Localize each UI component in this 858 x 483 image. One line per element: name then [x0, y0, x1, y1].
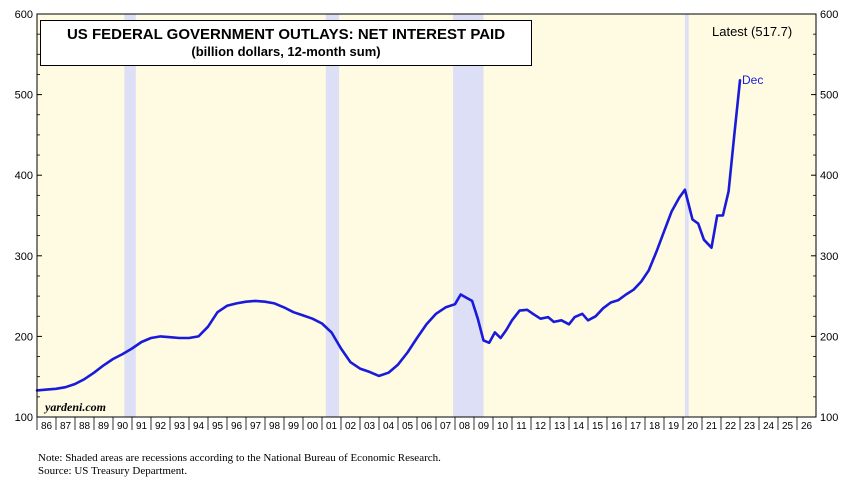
x-tick-label-24: 24 — [763, 421, 775, 432]
y-axis-right: 100 200 300 400 500 600 — [811, 9, 838, 424]
y-tick-label-right-500: 500 — [820, 90, 838, 102]
x-tick-label-99: 99 — [288, 421, 300, 432]
latest-value-label: Latest (517.7) — [712, 24, 793, 39]
x-tick-label-06: 06 — [421, 421, 433, 432]
x-tick-label-17: 17 — [630, 421, 642, 432]
x-tick-label-87: 87 — [60, 421, 72, 432]
y-tick-label-left-400: 400 — [15, 170, 33, 182]
x-tick-label-97: 97 — [250, 421, 262, 432]
y-tick-label-left-500: 500 — [15, 90, 33, 102]
x-tick-label-11: 11 — [516, 421, 527, 432]
x-tick-label-89: 89 — [98, 421, 110, 432]
y-tick-label-right-200: 200 — [820, 331, 838, 343]
x-tick-label-21: 21 — [706, 421, 718, 432]
chart-title-box: US FEDERAL GOVERNMENT OUTLAYS: NET INTER… — [40, 20, 532, 66]
chart-title: US FEDERAL GOVERNMENT OUTLAYS: NET INTER… — [66, 26, 506, 43]
y-axis-left: 100 200 300 400 500 600 — [15, 9, 42, 424]
watermark-text: yardeni.com — [45, 400, 106, 414]
x-tick-label-93: 93 — [174, 421, 186, 432]
recession-band-2 — [453, 14, 484, 417]
x-tick-label-04: 04 — [383, 421, 395, 432]
recession-band-3 — [684, 14, 689, 417]
x-tick-label-12: 12 — [535, 421, 547, 432]
recession-band-1 — [325, 14, 340, 417]
x-tick-label-90: 90 — [117, 421, 129, 432]
x-tick-label-23: 23 — [744, 421, 756, 432]
y-tick-label-right-600: 600 — [820, 9, 838, 21]
recession-band-0 — [124, 14, 136, 417]
series-line-net-interest — [35, 79, 742, 392]
x-tick-label-02: 02 — [345, 421, 357, 432]
x-tick-label-94: 94 — [193, 421, 205, 432]
y-tick-label-left-100: 100 — [15, 412, 33, 424]
x-tick-label-19: 19 — [668, 421, 680, 432]
x-tick-label-03: 03 — [364, 421, 376, 432]
x-tick-label-08: 08 — [459, 421, 471, 432]
x-tick-label-86: 86 — [41, 421, 53, 432]
x-tick-label-16: 16 — [611, 421, 623, 432]
x-tick-label-22: 22 — [725, 421, 737, 432]
y-tick-label-right-100: 100 — [820, 412, 838, 424]
x-tick-label-96: 96 — [231, 421, 243, 432]
x-tick-label-98: 98 — [269, 421, 281, 432]
y-tick-label-right-400: 400 — [820, 170, 838, 182]
footnote-note: Note: Shaded areas are recessions accord… — [38, 452, 441, 464]
x-tick-label-09: 09 — [478, 421, 490, 432]
x-tick-label-26: 26 — [801, 421, 813, 432]
footnote-source: Source: US Treasury Department. — [38, 465, 188, 477]
y-tick-label-right-300: 300 — [820, 251, 838, 263]
x-tick-label-07: 07 — [440, 421, 452, 432]
x-tick-label-25: 25 — [782, 421, 794, 432]
x-tick-label-13: 13 — [554, 421, 566, 432]
plot-background — [36, 13, 817, 418]
y-tick-label-left-300: 300 — [15, 251, 33, 263]
x-tick-label-18: 18 — [649, 421, 661, 432]
x-tick-label-91: 91 — [136, 421, 148, 432]
x-tick-label-01: 01 — [326, 421, 338, 432]
recession-bands — [124, 14, 689, 417]
end-point-label: Dec — [742, 73, 764, 87]
x-tick-label-88: 88 — [79, 421, 91, 432]
x-tick-label-05: 05 — [402, 421, 414, 432]
plot-frame — [36, 13, 817, 418]
y-tick-label-left-600: 600 — [15, 9, 33, 21]
x-tick-label-95: 95 — [212, 421, 224, 432]
x-tick-label-00: 00 — [307, 421, 319, 432]
x-tick-label-20: 20 — [687, 421, 699, 432]
x-tick-label-10: 10 — [497, 421, 509, 432]
x-tick-label-14: 14 — [573, 421, 585, 432]
x-tick-label-92: 92 — [155, 421, 167, 432]
x-tick-label-15: 15 — [592, 421, 604, 432]
chart-subtitle: (billion dollars, 12-month sum) — [191, 44, 381, 59]
y-tick-label-left-200: 200 — [15, 331, 33, 343]
x-axis: 86 87 88 89 90 91 92 93 94 95 96 97 98 99 00 01 02 03 04 05… — [36, 417, 813, 432]
